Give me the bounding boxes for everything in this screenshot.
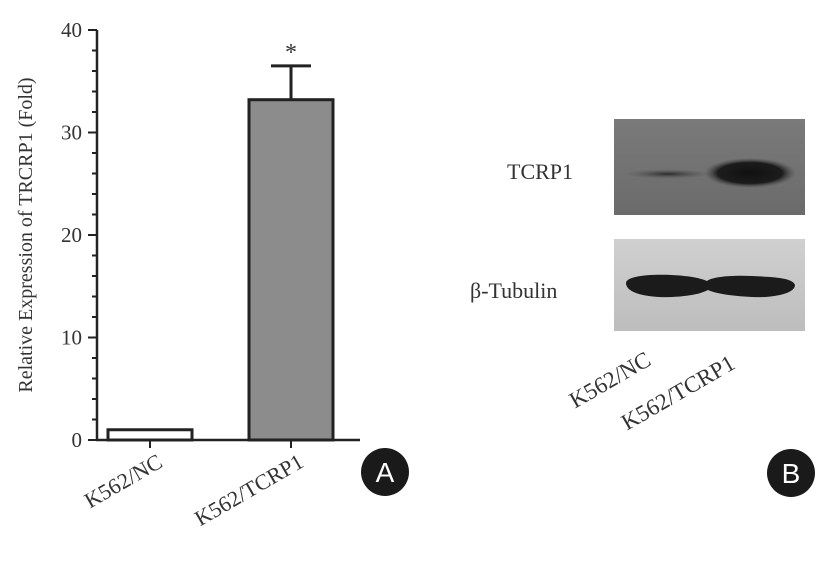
blot-beta-tubulin [614,239,805,331]
blot-band-label-tcrp1: TCRP1 [507,159,574,184]
y-tick-label: 10 [61,326,82,350]
y-tick-label: 0 [72,428,83,452]
y-axis-label: Relative Expression of TRCRP1 (Fold) [15,77,37,392]
bars [106,64,335,442]
x-tick-label: K562/NC [80,449,167,513]
significance-marker: * [285,40,297,66]
y-tick-label: 40 [61,18,82,42]
panel-b-badge: B [767,449,815,497]
blot-tcrp1 [614,119,805,215]
bar-k562-tcrp1 [247,98,335,442]
bar-k562-nc [106,428,194,442]
y-tick-label: 30 [61,121,82,145]
panel-a-label: A [376,457,395,488]
x-tick-label: K562/TCRP1 [190,449,307,531]
panel-a-badge: A [361,448,409,496]
panel-b-label: B [782,458,801,489]
blot-band-label-beta-tubulin: β-Tubulin [470,278,558,303]
y-tick-label: 20 [61,223,82,247]
